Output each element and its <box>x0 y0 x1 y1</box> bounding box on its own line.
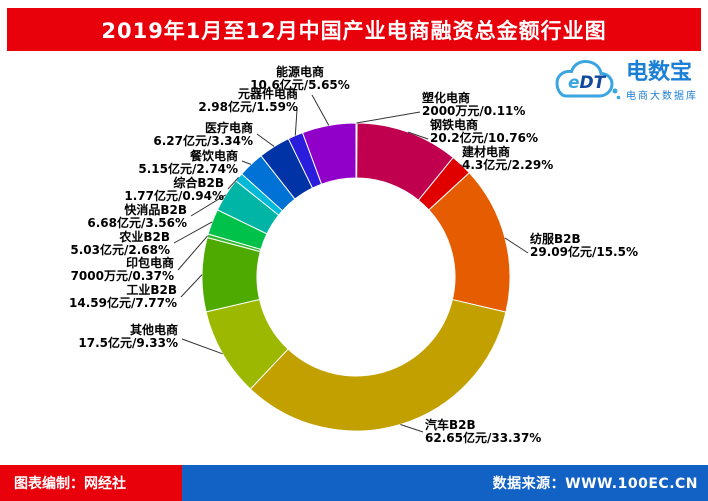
leader-line-agriculture-b2b <box>173 221 213 244</box>
slice-value: 62.65亿元/33.37% <box>425 431 542 445</box>
logo-subtitle: 电商大数据库 <box>626 90 698 102</box>
leader-line-fmcg-b2b <box>190 194 227 217</box>
slice-name: 其他电商 <box>129 323 178 337</box>
leader-line-printing-packaging-ecommerce <box>177 235 208 271</box>
slice-label-textile-b2b: 纺服B2B 29.09亿元/15.5% <box>530 233 638 259</box>
slice-label-printing-packaging-ecommerce: 印包电商 7000万元/0.37% <box>71 257 174 283</box>
slice-label-building-materials-ecommerce: 建材电商 4.3亿元/2.29% <box>462 146 553 172</box>
slice-name: 汽车B2B <box>425 418 476 432</box>
leader-line-energy-ecommerce <box>311 94 330 126</box>
slice-label-industrial-b2b: 工业B2B 14.59亿元/7.77% <box>69 284 177 310</box>
logo-name: 电数宝 <box>626 59 693 85</box>
slice-energy-ecommerce <box>301 122 357 185</box>
slice-label-energy-ecommerce: 能源电商 10.6亿元/5.65% <box>250 66 350 92</box>
slice-name: 钢铁电商 <box>430 118 479 132</box>
slice-value: 6.27亿元/3.34% <box>153 134 253 148</box>
slice-value: 4.3亿元/2.29% <box>462 158 554 172</box>
leader-line-steel-ecommerce <box>407 131 429 140</box>
slice-name: 能源电商 <box>275 65 324 79</box>
slice-value: 6.68亿元/3.56% <box>87 216 187 230</box>
leader-line-plastics-ecommerce <box>356 111 421 124</box>
leader-line-comprehensive-b2b <box>227 176 239 190</box>
title-bar: 2019年1月至12月中国产业电商融资总金额行业图 <box>7 8 701 51</box>
slice-value: 20.2亿元/10.76% <box>430 131 538 145</box>
slice-name: 塑化电商 <box>422 91 471 105</box>
slice-value: 17.5亿元/9.33% <box>78 336 178 350</box>
slice-value: 5.15亿元/2.74% <box>138 162 238 176</box>
slice-name: 餐饮电商 <box>189 149 238 163</box>
footer: 图表编制：网经社 数据来源：WWW.100EC.CN <box>0 465 708 501</box>
slice-name: 印包电商 <box>125 256 174 270</box>
slice-value: 2.98亿元/1.59% <box>198 100 298 114</box>
slice-name: 工业B2B <box>126 283 177 297</box>
leader-line-catering-ecommerce <box>241 160 252 165</box>
leader-line-building-materials-ecommerce <box>459 164 462 167</box>
slice-label-comprehensive-b2b: 综合B2B 1.77亿元/0.94% <box>124 177 224 203</box>
slice-label-catering-ecommerce: 餐饮电商 5.15亿元/2.74% <box>138 150 238 176</box>
slice-label-agriculture-b2b: 农业B2B 5.03亿元/2.68% <box>70 231 170 257</box>
slice-value: 14.59亿元/7.77% <box>69 296 177 310</box>
slice-value: 7000万元/0.37% <box>70 269 174 283</box>
edt-logo: eDT 电数宝 电商大数据库 <box>545 58 698 104</box>
slice-label-medical-ecommerce: 医疗电商 6.27亿元/3.34% <box>153 122 253 148</box>
slice-name: 农业B2B <box>119 230 170 244</box>
slice-label-steel-ecommerce: 钢铁电商 20.2亿元/10.76% <box>430 119 538 145</box>
slice-name: 医疗电商 <box>204 121 253 135</box>
slice-label-other-ecommerce: 其他电商 17.5亿元/9.33% <box>78 324 178 350</box>
cloud-logo-icon: eDT <box>555 59 621 100</box>
slice-value: 29.09亿元/15.5% <box>530 245 638 259</box>
slice-label-plastics-ecommerce: 塑化电商 2000万元/0.11% <box>422 92 525 118</box>
slice-name: 建材电商 <box>462 145 511 159</box>
leader-line-auto-b2b <box>400 424 424 433</box>
footer-credit: 图表编制：网经社 <box>0 465 182 501</box>
leader-line-other-ecommerce <box>181 338 223 355</box>
leader-line-industrial-b2b <box>180 274 203 298</box>
leader-line-components-ecommerce <box>294 109 298 136</box>
leader-line-medical-ecommerce <box>256 133 275 147</box>
slice-value: 5.03亿元/2.68% <box>70 243 170 257</box>
footer-source: 数据来源：WWW.100EC.CN <box>182 465 708 501</box>
slice-value: 1.77亿元/0.94% <box>124 189 224 203</box>
slice-value: 2000万元/0.11% <box>422 104 526 118</box>
slice-value: 10.6亿元/5.65% <box>250 78 350 92</box>
slice-name: 综合B2B <box>173 176 224 190</box>
slice-label-fmcg-b2b: 快消品B2B 6.68亿元/3.56% <box>87 204 187 230</box>
page-title: 2019年1月至12月中国产业电商融资总金额行业图 <box>101 18 607 43</box>
leader-line-textile-b2b <box>504 237 529 254</box>
slice-label-auto-b2b: 汽车B2B 62.65亿元/33.37% <box>425 419 541 445</box>
logo-badge-text: eDT <box>568 73 607 93</box>
slice-auto-b2b <box>249 298 507 432</box>
slice-name: 纺服B2B <box>530 232 581 246</box>
slice-name: 快消品B2B <box>124 203 187 217</box>
slice-label-components-ecommerce: 元器件电商 2.98亿元/1.59% <box>198 88 298 114</box>
slice-name: 元器件电商 <box>237 87 298 101</box>
